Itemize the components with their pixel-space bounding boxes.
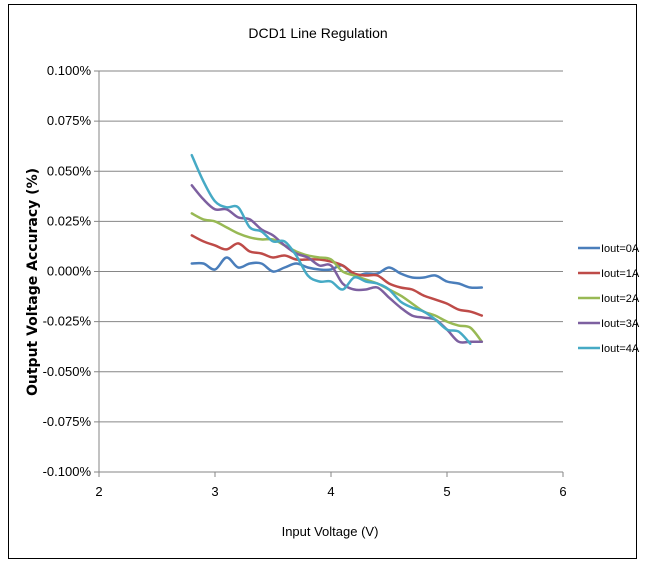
legend-label-iout-1a: Iout=1A xyxy=(601,268,640,280)
x-axis-title: Input Voltage (V) xyxy=(282,524,379,539)
legend-label-iout-3a: Iout=3A xyxy=(601,318,640,330)
x-tick-label: 3 xyxy=(211,484,218,499)
y-tick-label: -0.050% xyxy=(43,364,92,379)
y-tick-label: -0.025% xyxy=(43,314,92,329)
series-line-iout-1a xyxy=(190,234,484,317)
gridlines xyxy=(94,70,563,473)
chart-title: DCD1 Line Regulation xyxy=(248,25,387,41)
x-tick-label: 5 xyxy=(443,484,450,499)
y-tick-label: -0.100% xyxy=(43,464,92,479)
x-tick-label: 2 xyxy=(95,484,102,499)
x-tick-label: 6 xyxy=(559,484,566,499)
x-tick-label: 4 xyxy=(327,484,334,499)
series-lines xyxy=(190,153,484,345)
legend-label-iout-0a: Iout=0A xyxy=(601,243,640,255)
y-tick-label: 0.050% xyxy=(47,163,92,178)
series-line-iout-2a xyxy=(190,212,484,343)
axes xyxy=(98,71,564,477)
legend: Iout=0A Iout=1A Iout=2A Iout=3A Iout=4A xyxy=(578,243,640,355)
y-axis-title: Output Voltage Accuracy (%) xyxy=(25,168,41,396)
legend-label-iout-2a: Iout=2A xyxy=(601,293,640,305)
y-tick-labels: 0.100% 0.075% 0.050% 0.025% 0.000% -0.025% -0.… xyxy=(43,63,92,479)
series-line-iout-4a xyxy=(190,153,472,345)
y-tick-label: 0.000% xyxy=(47,264,92,279)
y-tick-label: 0.100% xyxy=(47,63,92,78)
y-tick-label: -0.075% xyxy=(43,414,92,429)
x-tick-labels: 2 3 4 5 6 xyxy=(95,484,566,499)
y-tick-label: 0.075% xyxy=(47,113,92,128)
y-tick-label: 0.025% xyxy=(47,213,92,228)
legend-label-iout-4a: Iout=4A xyxy=(601,343,640,355)
